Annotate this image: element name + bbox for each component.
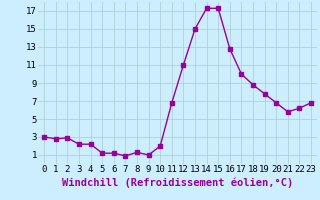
- X-axis label: Windchill (Refroidissement éolien,°C): Windchill (Refroidissement éolien,°C): [62, 177, 293, 188]
